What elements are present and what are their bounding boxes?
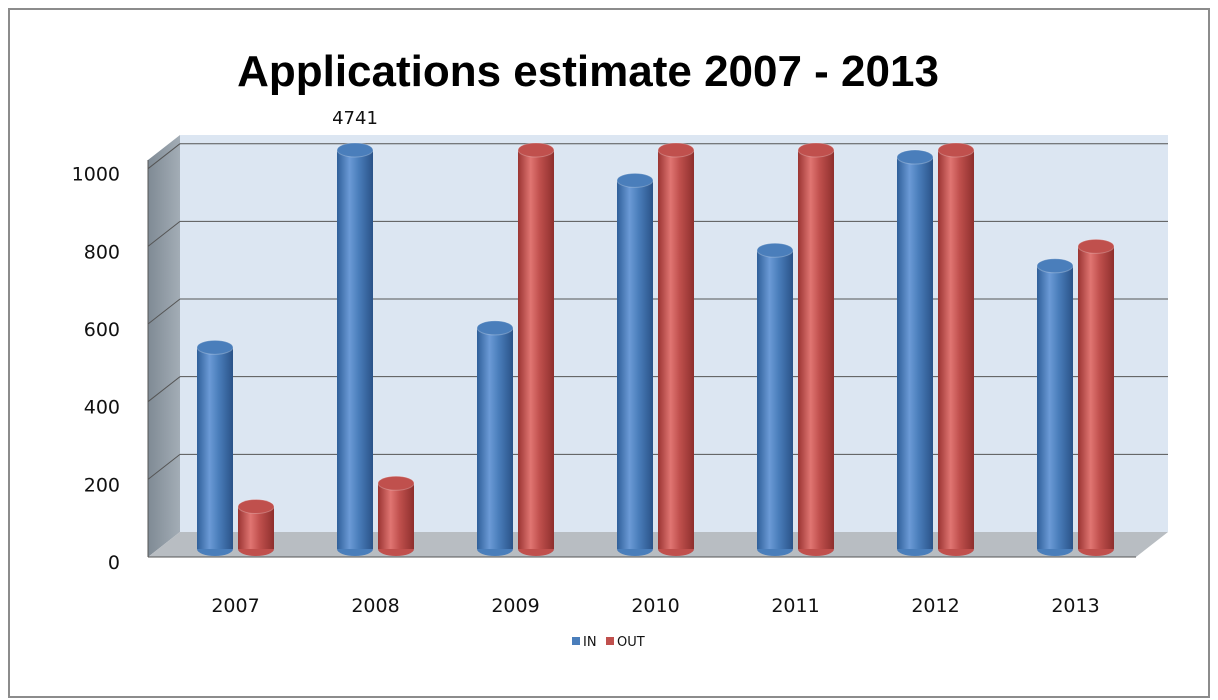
x-axis-ticks: 2007 2008 2009 2010 2011 2012 2013 <box>211 595 1099 617</box>
bar-cap <box>477 321 513 335</box>
bar-cap <box>337 143 373 157</box>
bar-in-2010 <box>617 173 653 556</box>
legend: IN OUT <box>572 635 645 650</box>
x-tick-label: 2013 <box>1051 595 1099 617</box>
bar-cap <box>757 243 793 257</box>
y-tick-label: 1000 <box>72 164 120 186</box>
bar-out-2012 <box>938 143 974 556</box>
x-tick-label: 2007 <box>211 595 259 617</box>
bar-body <box>337 150 373 549</box>
bar-out-2008 <box>378 476 414 556</box>
bar-out-2007 <box>238 500 274 556</box>
bar-cap <box>658 143 694 157</box>
x-tick-label: 2012 <box>911 595 959 617</box>
side-wall <box>148 135 180 557</box>
data-labels: 4741 <box>332 108 378 129</box>
bar-body <box>897 157 933 549</box>
y-tick-label: 600 <box>84 319 120 341</box>
chart-title: Applications estimate 2007 - 2013 <box>237 47 939 96</box>
bar-out-2010 <box>658 143 694 556</box>
bar-cap <box>238 500 274 514</box>
y-tick-label: 0 <box>108 552 120 574</box>
y-tick-label: 800 <box>84 241 120 263</box>
bar-body <box>658 150 694 549</box>
bar-body <box>617 180 653 549</box>
bar-body <box>197 347 233 549</box>
bar-cap <box>1037 259 1073 273</box>
legend-swatch-in <box>572 637 580 645</box>
bar-in-2011 <box>757 243 793 556</box>
legend-label-out: OUT <box>617 635 645 650</box>
bar-body <box>1078 246 1114 549</box>
plot-area <box>148 135 1168 557</box>
bar-cap <box>617 173 653 187</box>
bar-out-2011 <box>798 143 834 556</box>
bar-out-2009 <box>518 143 554 556</box>
legend-label-in: IN <box>583 635 597 650</box>
bar-in-2012 <box>897 150 933 556</box>
bar-cap <box>938 143 974 157</box>
x-tick-label: 2011 <box>771 595 819 617</box>
bar-in-2007 <box>197 340 233 556</box>
x-tick-label: 2010 <box>631 595 679 617</box>
bar-in-2009 <box>477 321 513 556</box>
y-tick-label: 200 <box>84 474 120 496</box>
x-tick-label: 2008 <box>351 595 399 617</box>
bar-cap <box>518 143 554 157</box>
bar-cap <box>1078 239 1114 253</box>
data-label: 4741 <box>332 108 378 129</box>
bar-body <box>757 250 793 549</box>
bar-body <box>477 328 513 549</box>
bar-body <box>798 150 834 549</box>
legend-swatch-out <box>606 637 614 645</box>
y-axis-ticks: 0 200 400 600 800 1000 <box>72 164 120 574</box>
x-tick-label: 2009 <box>491 595 539 617</box>
bar-body <box>1037 266 1073 549</box>
bar-cap <box>798 143 834 157</box>
bar-body <box>518 150 554 549</box>
bar-cap <box>197 340 233 354</box>
bar-cap <box>897 150 933 164</box>
bar-out-2013 <box>1078 239 1114 556</box>
bar-body <box>938 150 974 549</box>
y-tick-label: 400 <box>84 397 120 419</box>
bar-in-2008 <box>337 143 373 556</box>
bar-cap <box>378 476 414 490</box>
bar-in-2013 <box>1037 259 1073 556</box>
bar-body <box>378 483 414 549</box>
